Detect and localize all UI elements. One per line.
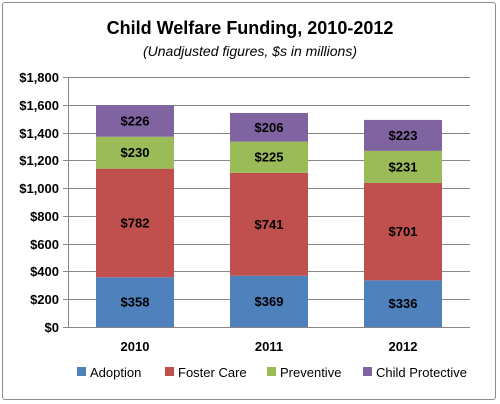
y-tick-label: $800	[30, 209, 59, 224]
data-label: $226	[121, 114, 150, 129]
y-tick-label: $400	[30, 264, 59, 279]
legend-swatch	[165, 367, 174, 376]
legend: Adoption Foster Care Preventive Child Prote…	[77, 365, 467, 380]
data-label: $223	[389, 128, 418, 143]
data-label: $231	[389, 159, 418, 174]
bar-segment	[96, 168, 174, 278]
data-label: $741	[255, 217, 284, 232]
y-tick-label: $1,800	[19, 70, 59, 85]
bar-segment	[230, 141, 308, 173]
y-tick-label: $0	[45, 320, 59, 335]
bars: $358 $782 $230 $226 $369 $741 $225 $206 $336 $701…	[96, 105, 442, 327]
chart-subtitle: (Unadjusted figures, $s in millions)	[143, 43, 357, 59]
data-label: $336	[389, 296, 418, 311]
data-label: $206	[255, 120, 284, 135]
chart-title: Child Welfare Funding, 2010-2012	[107, 18, 394, 38]
y-axis: $0 $200 $400 $600 $800 $1,000 $1,200 $1,400 $1,6…	[19, 70, 69, 335]
bar-segment	[364, 182, 442, 281]
x-tick-label: 2010	[121, 339, 150, 354]
legend-swatch	[77, 367, 86, 376]
data-label: $230	[121, 145, 150, 160]
legend-label: Child Protective	[376, 365, 467, 380]
bar-segment	[96, 136, 174, 169]
legend-label: Preventive	[280, 365, 341, 380]
bar-segment	[230, 275, 308, 327]
x-tick-label: 2012	[389, 339, 418, 354]
data-label: $782	[121, 215, 150, 230]
y-tick-label: $1,000	[19, 181, 59, 196]
y-tick-label: $200	[30, 292, 59, 307]
y-tick-label: $1,200	[19, 153, 59, 168]
x-axis: 2010 2011 2012	[68, 327, 470, 354]
bar-segment	[364, 119, 442, 151]
y-tick-label: $600	[30, 237, 59, 252]
bar-segment	[230, 172, 308, 276]
data-label: $701	[389, 224, 418, 239]
legend-label: Foster Care	[178, 365, 247, 380]
legend-swatch	[363, 367, 372, 376]
bar-segment	[96, 105, 174, 137]
y-tick-label: $1,400	[19, 126, 59, 141]
data-label: $369	[255, 294, 284, 309]
bar-segment	[96, 277, 174, 327]
y-tick-label: $1,600	[19, 98, 59, 113]
x-tick-label: 2011	[255, 339, 283, 354]
legend-swatch	[267, 367, 276, 376]
bar-segment	[364, 150, 442, 183]
bar-segment	[230, 112, 308, 142]
data-label: $225	[255, 150, 284, 165]
legend-label: Adoption	[90, 365, 141, 380]
data-label: $358	[121, 295, 150, 310]
bar-segment	[364, 280, 442, 327]
